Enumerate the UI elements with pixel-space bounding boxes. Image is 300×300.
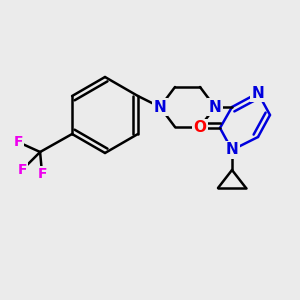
Text: N: N <box>208 100 221 115</box>
Text: F: F <box>37 167 47 181</box>
Text: F: F <box>13 135 23 149</box>
Text: N: N <box>252 85 264 100</box>
Text: O: O <box>194 121 206 136</box>
Text: N: N <box>226 142 238 158</box>
Text: N: N <box>154 100 166 115</box>
Text: F: F <box>17 163 27 177</box>
